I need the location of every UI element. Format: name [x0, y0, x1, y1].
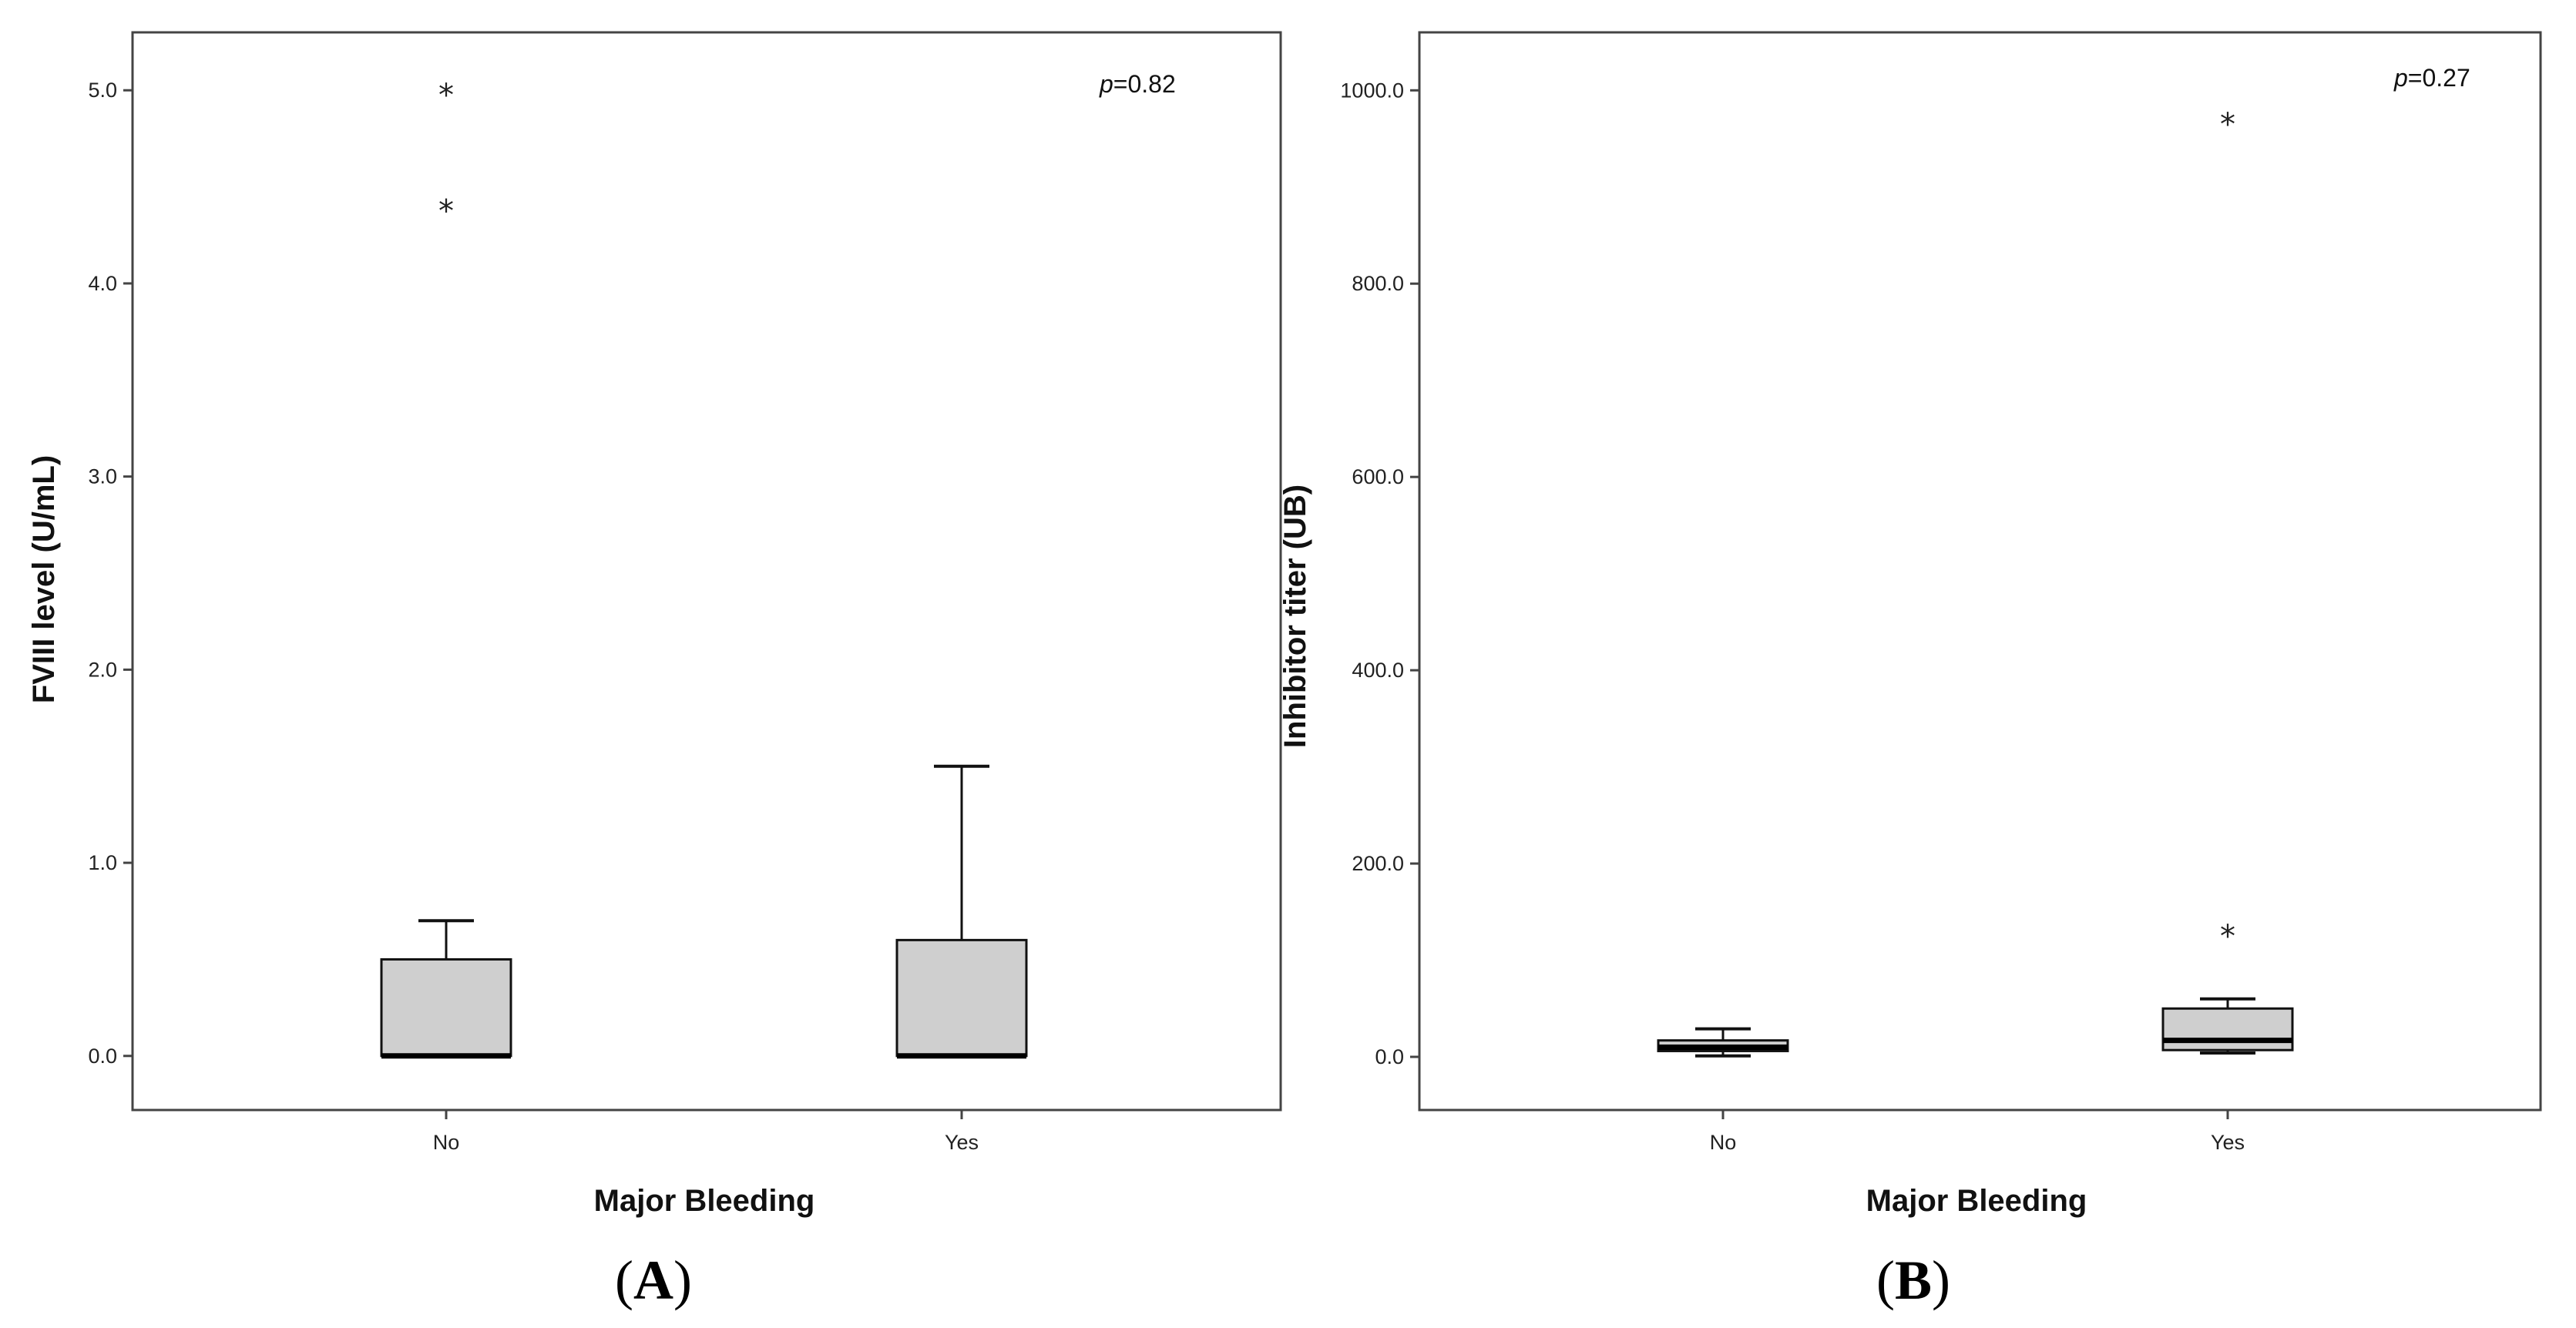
- plot-frame: [131, 31, 1282, 1112]
- iqr-box: [2161, 1007, 2294, 1051]
- outlier-marker: *: [438, 78, 454, 113]
- y-axis-title: Inhibitor titer (UB): [1278, 485, 1312, 748]
- panel-label: (A): [615, 1249, 692, 1311]
- iqr-box: [895, 938, 1028, 1058]
- panel-label-close-paren: ): [673, 1249, 692, 1311]
- y-tick-label: 400.0: [1352, 659, 1404, 682]
- box-yes: **: [2161, 107, 2294, 1055]
- y-tick-label: 4.0: [88, 272, 117, 295]
- y-tick-label: 3.0: [88, 465, 117, 488]
- x-tick-label: No: [433, 1131, 460, 1154]
- x-tick-label: Yes: [945, 1131, 979, 1154]
- x-axis-title: Major Bleeding: [594, 1184, 815, 1218]
- y-tick-label: 2.0: [88, 658, 117, 681]
- x-tick-label: Yes: [2211, 1131, 2245, 1154]
- outlier-marker: *: [438, 194, 454, 230]
- y-tick-label: 600.0: [1352, 465, 1404, 488]
- box-yes: [895, 764, 1028, 1059]
- panel-label-open-paren: (: [1876, 1249, 1895, 1311]
- y-tick-label: 1.0: [88, 851, 117, 874]
- y-axis-title: FVIII level (U/mL): [27, 455, 61, 703]
- p-symbol: p: [1099, 70, 1113, 98]
- panel-label-letter: B: [1895, 1249, 1932, 1311]
- y-tick-label: 200.0: [1352, 852, 1404, 875]
- plot-frame: [1418, 31, 2542, 1112]
- p-value-text: =0.82: [1113, 70, 1176, 98]
- p-symbol: p: [2393, 64, 2408, 92]
- outlier-marker: *: [2220, 107, 2235, 143]
- panel-a: 0.01.02.03.04.05.0No Yes**FVIII level (U/…: [27, 31, 1282, 1311]
- y-tick-label: 5.0: [88, 79, 117, 102]
- panel-label-open-paren: (: [615, 1249, 633, 1311]
- x-axis-title: Major Bleeding: [1866, 1184, 2087, 1218]
- box-no: **: [380, 78, 512, 1059]
- iqr-box: [380, 957, 512, 1058]
- y-tick-label: 1000.0: [1340, 79, 1404, 102]
- panel-label-letter: A: [633, 1249, 673, 1311]
- y-tick-label: 0.0: [1375, 1045, 1404, 1068]
- panel-label: (B): [1876, 1249, 1950, 1311]
- p-value-text: =0.27: [2408, 64, 2470, 92]
- y-tick-label: 0.0: [88, 1045, 117, 1068]
- p-value-annotation: p=0.82: [1099, 70, 1176, 98]
- box-no: [1657, 1027, 1789, 1058]
- x-tick-label: No: [1710, 1131, 1737, 1154]
- outlier-marker: *: [2220, 919, 2235, 954]
- y-tick-label: 800.0: [1352, 272, 1404, 295]
- panel-label-close-paren: ): [1932, 1249, 1950, 1311]
- p-value-annotation: p=0.27: [2393, 64, 2470, 92]
